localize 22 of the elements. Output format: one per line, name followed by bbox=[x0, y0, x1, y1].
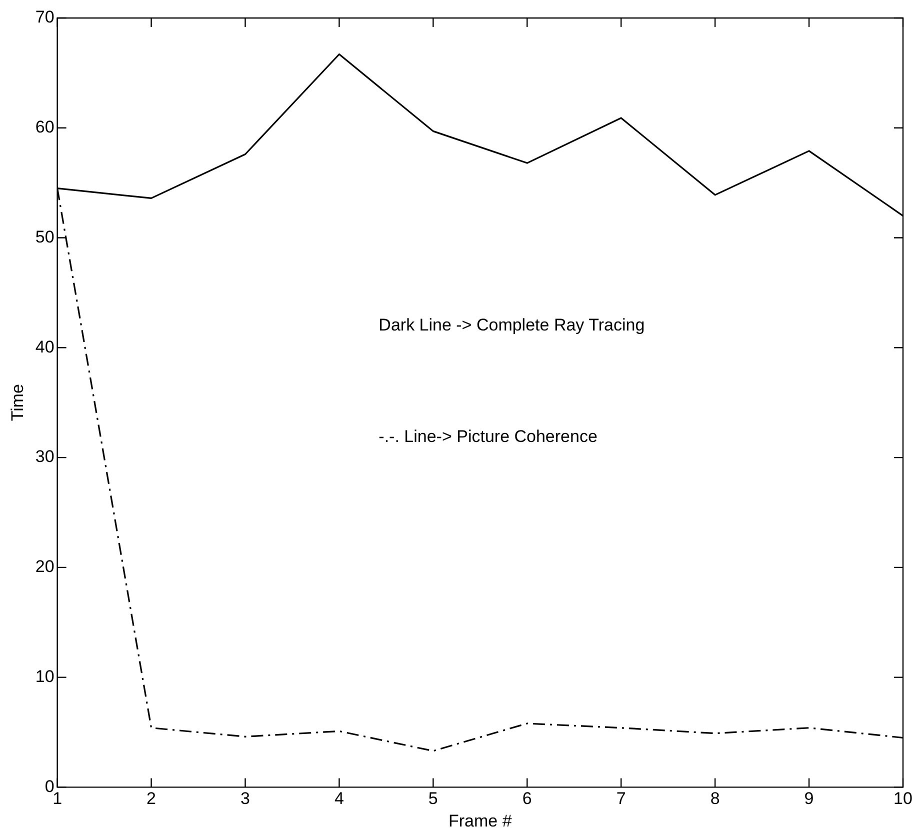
x-tick-label: 8 bbox=[710, 789, 720, 808]
x-tick-label: 9 bbox=[804, 789, 814, 808]
y-tick-label: 20 bbox=[35, 557, 54, 576]
annotation: -.-. Line-> Picture Coherence bbox=[378, 426, 598, 446]
x-tick-label: 6 bbox=[522, 789, 532, 808]
y-tick-label: 0 bbox=[44, 776, 54, 796]
x-tick-label: 7 bbox=[616, 789, 626, 808]
y-tick-label: 50 bbox=[35, 227, 54, 246]
y-tick-label: 10 bbox=[35, 667, 54, 686]
x-tick-label: 4 bbox=[334, 789, 344, 808]
y-axis-title: Time bbox=[8, 384, 27, 422]
y-tick-label: 60 bbox=[35, 118, 54, 137]
y-tick-label: 40 bbox=[35, 337, 54, 356]
annotation: Dark Line -> Complete Ray Tracing bbox=[378, 315, 645, 334]
x-tick-label: 10 bbox=[894, 789, 912, 808]
y-tick-label: 70 bbox=[35, 8, 54, 27]
x-axis-title: Frame # bbox=[448, 811, 512, 830]
x-tick-label: 1 bbox=[52, 789, 62, 808]
x-tick-label: 2 bbox=[146, 789, 156, 808]
x-tick-label: 3 bbox=[240, 789, 250, 808]
y-tick-label: 30 bbox=[35, 447, 54, 466]
x-tick-label: 5 bbox=[428, 789, 438, 808]
